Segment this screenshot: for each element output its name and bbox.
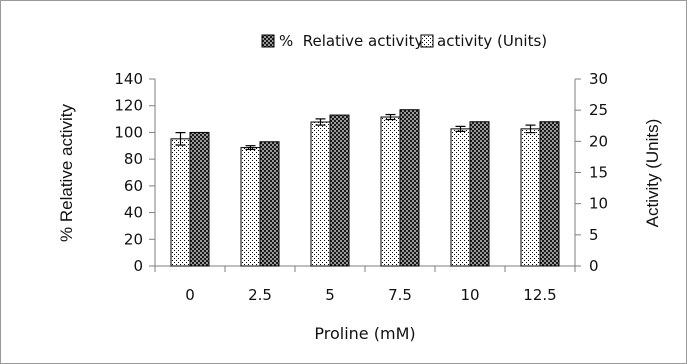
x-axis-label: Proline (mM) [314,324,415,343]
bar-relative-activity [469,121,490,267]
left-tick-label: 40 [124,204,143,222]
left-tick-label: 120 [114,97,143,115]
bar-relative-activity [399,109,420,267]
x-tick-label: 12.5 [523,286,556,304]
left-y-axis-label: % Relative activity [57,104,76,242]
left-tick-label: 60 [124,177,143,195]
x-tick-label: 2.5 [248,286,272,304]
bar-relative-activity [539,121,560,267]
bar-relative-activity [329,114,350,267]
bar-activity-units [240,147,261,267]
bar-activity-units [450,128,471,267]
right-y-axis-label: Activity (Units) [643,119,662,228]
left-tick-label: 20 [124,230,143,248]
right-tick-label: 0 [589,257,599,275]
right-tick-label: 30 [589,70,608,88]
x-tick-label: 7.5 [388,286,412,304]
x-ticks: 0 2.5 5 7.5 10 12.5 [154,266,576,304]
right-tick-label: 25 [589,101,608,119]
x-tick-label: 0 [185,286,195,304]
right-tick-label: 5 [589,226,599,244]
bar-activity-units [520,128,541,267]
bars [170,109,560,267]
left-tick-label: 140 [114,70,143,88]
legend-label-relative-activity: % Relative activity [279,32,423,50]
right-tick-label: 15 [589,164,608,182]
legend-marker-relative-activity [261,34,275,48]
right-tick-label: 20 [589,132,608,150]
right-y-ticks: 0 5 10 15 20 25 30 [575,70,608,275]
x-tick-label: 10 [460,286,479,304]
legend-label-activity-units: activity (Units) [437,32,547,50]
x-tick-label: 5 [325,286,335,304]
bar-relative-activity [189,131,210,267]
left-tick-label: 0 [133,257,143,275]
right-tick-label: 10 [589,195,608,213]
bar-activity-units [310,121,331,267]
legend-marker-activity-units [420,34,434,48]
bar-activity-units [380,116,401,267]
legend: % Relative activity activity (Units) [261,32,547,50]
bar-activity-units [170,138,191,267]
left-tick-label: 80 [124,150,143,168]
bar-relative-activity [259,141,280,267]
left-y-ticks: 0 20 40 60 80 100 120 140 [114,70,155,275]
left-tick-label: 100 [114,123,143,141]
